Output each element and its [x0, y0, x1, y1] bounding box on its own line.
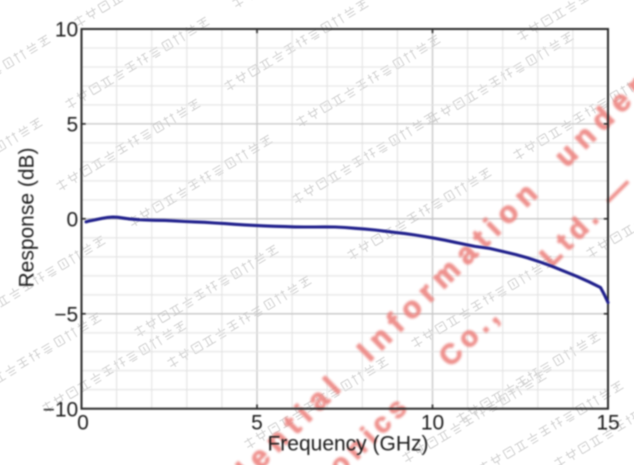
svg-text:5: 5: [251, 412, 263, 435]
svg-text:0: 0: [67, 208, 79, 231]
svg-text:−5: −5: [54, 303, 78, 326]
svg-text:5: 5: [67, 113, 79, 136]
svg-text:0: 0: [77, 412, 89, 435]
svg-text:−10: −10: [43, 398, 79, 421]
svg-text:10: 10: [421, 412, 444, 435]
svg-text:Response (dB): Response (dB): [16, 147, 39, 287]
svg-text:Frequency (GHz): Frequency (GHz): [267, 433, 428, 456]
svg-text:10: 10: [55, 18, 78, 41]
svg-text:15: 15: [596, 412, 619, 435]
